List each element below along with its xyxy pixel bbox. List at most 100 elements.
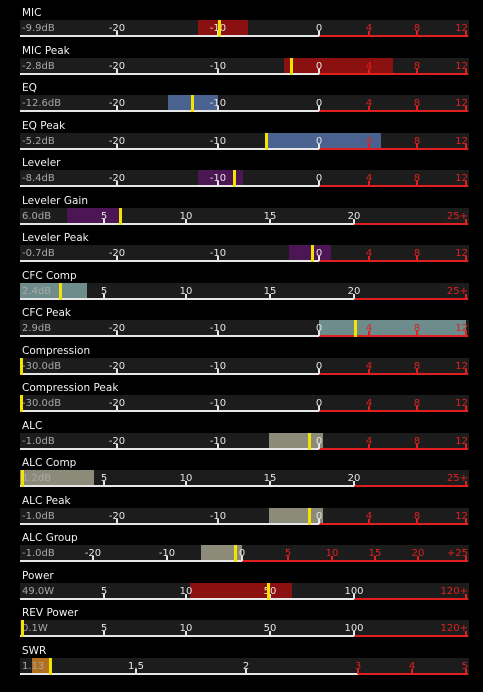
scale-baseline-red xyxy=(319,260,468,262)
meter-fill xyxy=(20,282,88,300)
scale-baseline-red xyxy=(354,222,468,225)
scale-tick-label: 8 xyxy=(413,60,421,72)
scale-baseline-white xyxy=(20,522,319,525)
scale-tick-label: 4 xyxy=(365,323,373,334)
meter-name: Leveler xyxy=(22,157,61,169)
scale-tick xyxy=(318,518,320,524)
meter-fill xyxy=(197,170,244,187)
scale-tick xyxy=(318,443,320,449)
meter-name: Compression xyxy=(22,344,91,357)
meter-name: CFC Comp xyxy=(22,269,77,282)
meter-compression: Compression -20 -10 0 4 8 12 -30.0dB xyxy=(0,342,483,379)
scale-tick-label: 12 xyxy=(455,360,468,372)
scale-tick-label: 0 xyxy=(315,398,323,409)
scale-tick-label: 5 xyxy=(284,548,292,559)
scale-tick-label: 20 xyxy=(347,285,361,297)
scale-tick-label: 4 xyxy=(365,435,373,447)
scale-tick-label: -10 xyxy=(209,248,227,259)
scale-tick xyxy=(103,593,105,599)
meter-name: ALC xyxy=(22,419,43,432)
scale-tick-label: -10 xyxy=(209,323,227,334)
scale-tick xyxy=(217,331,219,336)
scale-tick-label: -10 xyxy=(209,360,227,372)
scale-tick xyxy=(353,631,355,636)
scale-tick-label: 100 xyxy=(344,585,364,597)
scale-tick-label: -20 xyxy=(108,23,126,34)
meter-value: -0.7dB xyxy=(22,248,55,259)
scale-tick-label: 5 xyxy=(100,210,108,222)
scale-baseline-white xyxy=(20,297,354,300)
scale-baseline-white xyxy=(20,147,319,150)
meter-needle xyxy=(266,582,270,600)
scale-baseline-white xyxy=(20,260,319,262)
scale-tick xyxy=(185,293,187,299)
meter-name: MIC Peak xyxy=(22,44,70,57)
scale-tick-label: 8 xyxy=(413,398,421,409)
meter-value: 2.4dB xyxy=(22,285,52,297)
scale-tick-label: -20 xyxy=(108,173,126,184)
scale-tick xyxy=(465,481,467,486)
scale-tick xyxy=(217,143,219,149)
scale-tick-label: 4 xyxy=(365,360,373,372)
meter-track: 5 10 50 100 120+ 49.0W xyxy=(20,582,469,600)
scale-tick xyxy=(241,556,243,561)
scale-tick xyxy=(416,68,418,74)
meter-fill xyxy=(200,545,242,562)
meter-needle xyxy=(307,432,311,450)
scale-tick xyxy=(357,668,359,674)
scale-tick xyxy=(217,368,219,374)
scale-tick-label: 20 xyxy=(347,473,361,484)
scale-tick-label: 4 xyxy=(365,248,373,259)
scale-tick xyxy=(465,668,467,674)
scale-tick-label: 12 xyxy=(455,173,468,184)
scale-tick-label: 5 xyxy=(100,285,108,297)
meter-compression-peak: Compression Peak -20 -10 0 4 8 12 -30.0dB xyxy=(0,379,483,416)
scale-tick-label: 12 xyxy=(455,510,468,522)
scale-tick-label: 0 xyxy=(238,548,246,559)
scale-tick xyxy=(116,368,118,374)
scale-tick xyxy=(217,106,219,111)
scale-tick xyxy=(416,331,418,336)
scale-tick-label: 12 xyxy=(455,60,468,72)
scale-tick xyxy=(269,481,271,486)
scale-tick xyxy=(217,443,219,449)
meter-track: -20 -10 0 4 8 12 -1.0dB xyxy=(20,507,469,525)
scale-tick-label: 12 xyxy=(455,435,468,447)
meter-fill xyxy=(266,132,381,150)
scale-tick xyxy=(116,181,118,186)
scale-tick-label: 0 xyxy=(315,510,323,522)
meter-value: -30.0dB xyxy=(22,360,62,372)
scale-tick-label: -10 xyxy=(209,98,227,109)
scale-baseline-red xyxy=(319,522,468,525)
scale-tick xyxy=(185,218,187,224)
scale-tick-label: 4 xyxy=(365,135,373,147)
meter-needle xyxy=(354,320,358,337)
meter-needle xyxy=(20,395,23,412)
meter-value: 49.0W xyxy=(22,585,55,597)
scale-tick-label: 25+ xyxy=(446,473,468,484)
scale-tick xyxy=(287,556,289,561)
scale-tick xyxy=(269,218,271,224)
scale-tick xyxy=(217,181,219,186)
scale-tick xyxy=(465,218,467,224)
meter-name: Leveler Gain xyxy=(22,194,88,207)
meter-name: Power xyxy=(22,569,54,582)
scale-tick xyxy=(465,68,467,74)
meter-name: ALC Peak xyxy=(22,494,71,507)
scale-baseline-red xyxy=(319,72,468,75)
meter-leveler-peak: Leveler Peak -20 -10 0 4 8 12 -0.7dB xyxy=(0,229,483,266)
meter-value: -1.0dB xyxy=(22,548,55,559)
scale-tick-label: 8 xyxy=(413,173,421,184)
meter-fill xyxy=(288,245,332,262)
scale-tick xyxy=(368,406,370,411)
meter-needle xyxy=(289,57,293,75)
scale-tick-label: 4 xyxy=(365,98,373,109)
meter-value: -1.0dB xyxy=(22,510,55,522)
meter-value: -30.0dB xyxy=(22,398,62,409)
meter-name: ALC Group xyxy=(22,532,78,544)
scale-tick-label: 12 xyxy=(455,98,468,109)
scale-tick-label: 0 xyxy=(315,23,323,34)
meter-leveler: Leveler -20 -10 0 4 8 12 -8.4dB xyxy=(0,154,483,191)
meter-track: -20 -10 0 4 8 12 -30.0dB xyxy=(20,357,469,375)
scale-tick xyxy=(465,593,467,599)
